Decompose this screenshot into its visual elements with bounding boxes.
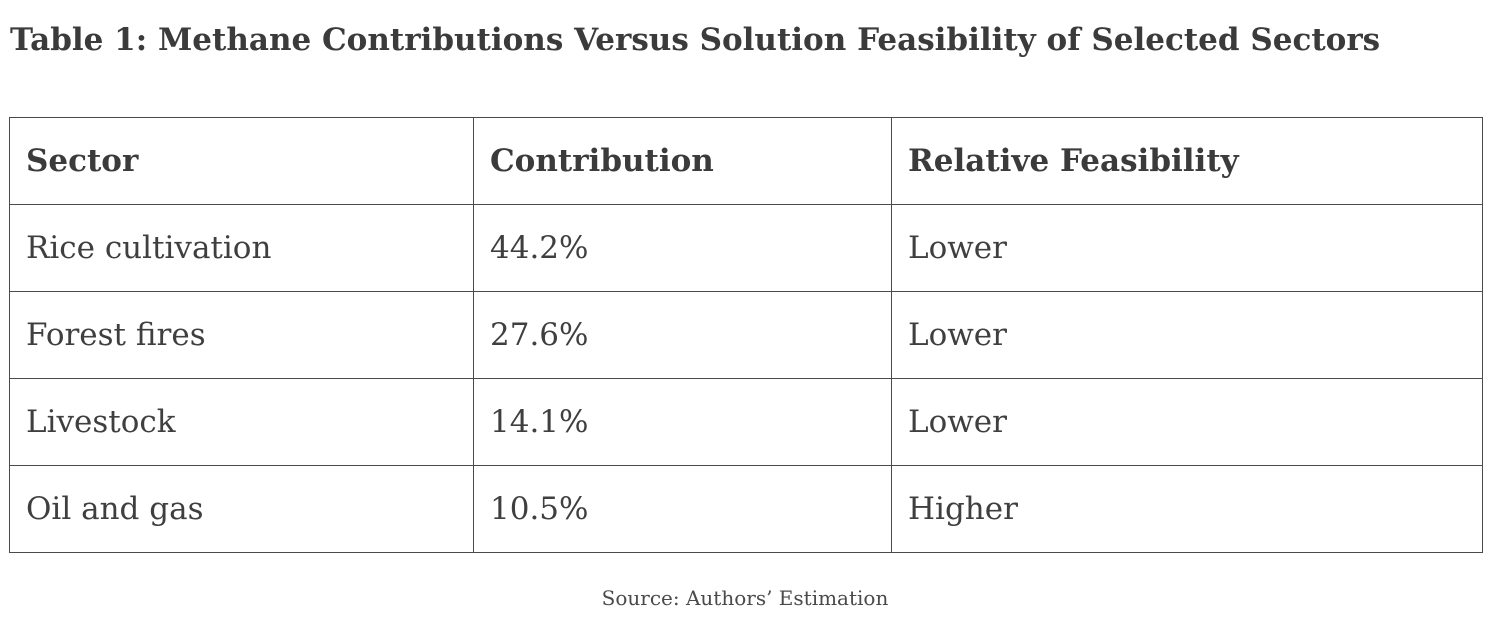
table-header-row: Sector Contribution Relative Feasibility	[9, 117, 1483, 205]
cell-sector: Livestock	[9, 378, 474, 466]
cell-feasibility: Lower	[891, 204, 1483, 292]
cell-contribution: 27.6%	[473, 291, 892, 379]
table-row: Forest fires 27.6% Lower	[9, 291, 1483, 379]
table-row: Livestock 14.1% Lower	[9, 378, 1483, 466]
table-row: Rice cultivation 44.2% Lower	[9, 204, 1483, 292]
cell-feasibility: Lower	[891, 291, 1483, 379]
cell-contribution: 44.2%	[473, 204, 892, 292]
table-title: Table 1: Methane Contributions Versus So…	[10, 22, 1381, 58]
header-contribution: Contribution	[473, 117, 892, 205]
cell-sector: Oil and gas	[9, 465, 474, 553]
methane-table: Sector Contribution Relative Feasibility…	[9, 117, 1483, 553]
cell-contribution: 10.5%	[473, 465, 892, 553]
cell-feasibility: Lower	[891, 378, 1483, 466]
cell-sector: Forest fires	[9, 291, 474, 379]
header-relative-feasibility: Relative Feasibility	[891, 117, 1483, 205]
methane-table-container: Sector Contribution Relative Feasibility…	[9, 117, 1483, 553]
table-row: Oil and gas 10.5% Higher	[9, 465, 1483, 553]
cell-sector: Rice cultivation	[9, 204, 474, 292]
header-sector: Sector	[9, 117, 474, 205]
cell-feasibility: Higher	[891, 465, 1483, 553]
cell-contribution: 14.1%	[473, 378, 892, 466]
source-caption: Source: Authors’ Estimation	[601, 586, 889, 610]
